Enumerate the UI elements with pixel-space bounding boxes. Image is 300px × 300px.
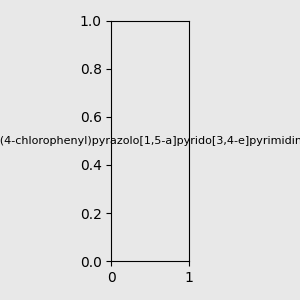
Text: 7-benzyl-3-(4-chlorophenyl)pyrazolo[1,5-a]pyrido[3,4-e]pyrimidin-6(7H)-one: 7-benzyl-3-(4-chlorophenyl)pyrazolo[1,5-…: [0, 136, 300, 146]
